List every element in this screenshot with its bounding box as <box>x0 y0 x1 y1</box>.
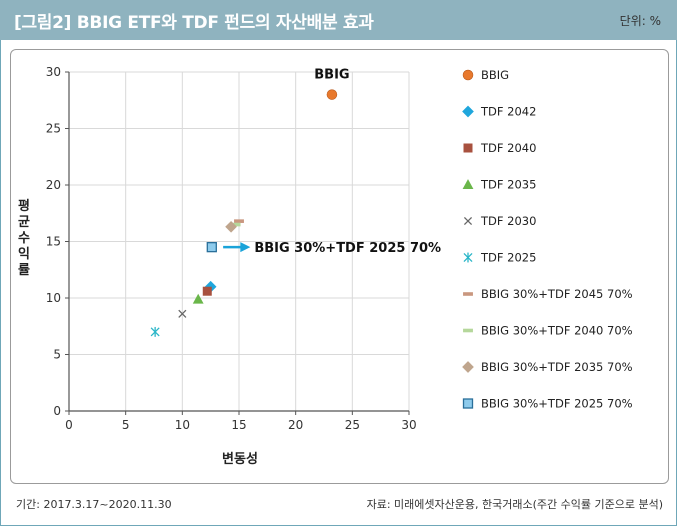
y-tick-label: 30 <box>46 65 61 79</box>
y-tick-label: 25 <box>46 122 61 136</box>
x-tick-label: 10 <box>175 418 190 432</box>
legend-item: BBIG 30%+TDF 2025 70% <box>462 397 633 411</box>
y-tick-label: 0 <box>53 404 61 418</box>
x-tick-label: 25 <box>345 418 360 432</box>
legend-item: BBIG 30%+TDF 2040 70% <box>463 324 633 338</box>
legend-label: BBIG 30%+TDF 2040 70% <box>481 324 633 338</box>
legend-item: BBIG <box>462 68 509 82</box>
legend-marker <box>462 69 474 81</box>
legend-marker <box>462 105 474 118</box>
legend-label: BBIG 30%+TDF 2025 70% <box>481 397 633 411</box>
legend-label: BBIG <box>481 68 509 82</box>
legend-item: BBIG 30%+TDF 2035 70% <box>462 360 633 374</box>
legend-marker <box>462 179 474 189</box>
legend-label: TDF 2042 <box>480 105 536 119</box>
x-tick-label: 20 <box>288 418 303 432</box>
x-axis-title: 변동성 <box>222 452 258 467</box>
x-tick-label: 5 <box>122 418 130 432</box>
figure-header: [그림2] BBIG ETF와 TDF 펀드의 자산배분 효과 단위: % <box>0 0 677 40</box>
annotation-arrow-head <box>240 242 251 253</box>
figure-title: [그림2] BBIG ETF와 TDF 펀드의 자산배분 효과 <box>14 13 374 33</box>
data-point <box>234 219 244 223</box>
legend-item: BBIG 30%+TDF 2045 70% <box>463 287 633 301</box>
y-tick-label: 15 <box>46 235 61 249</box>
source-note: 자료: 미래에셋자산운용, 한국거래소(주간 수익률 기준으로 분석) <box>366 498 663 511</box>
legend-item: TDF 2030 <box>463 214 536 228</box>
point-label: BBIG <box>314 68 349 83</box>
legend-marker <box>463 216 473 226</box>
legend-label: TDF 2025 <box>480 251 536 265</box>
legend-marker <box>462 398 474 409</box>
data-point <box>202 286 212 296</box>
legend-marker <box>463 252 473 263</box>
legend-marker <box>462 361 474 373</box>
unit-label: 단위: % <box>619 14 661 28</box>
legend-marker <box>463 292 473 296</box>
data-point <box>225 220 237 233</box>
x-tick-label: 30 <box>401 418 416 432</box>
legend-marker <box>463 143 473 153</box>
legend-label: TDF 2040 <box>480 141 536 155</box>
data-point <box>230 222 241 227</box>
x-stroke <box>178 309 187 318</box>
period-note: 기간: 2017.3.17~2020.11.30 <box>16 498 172 511</box>
marker-layer: BBIG <box>150 68 350 337</box>
y-tick-label: 5 <box>53 348 61 362</box>
legend-item: TDF 2025 <box>463 251 536 265</box>
data-point <box>326 89 338 100</box>
x-tick-label: 15 <box>231 418 246 432</box>
legend-label: BBIG 30%+TDF 2035 70% <box>481 360 633 374</box>
data-point <box>150 326 160 337</box>
data-point <box>192 293 204 304</box>
axis-layer: 0 5 10 15 20 25 30 0 5 10 15 20 25 30 변동성 평 균 수 익 률 <box>18 65 417 467</box>
x-tick-label: 0 <box>65 418 73 432</box>
legend-item: TDF 2035 <box>462 178 536 192</box>
legend-layer: BBIG TDF 2042 TDF 2040 TDF 2035 TDF 2030 TDF … <box>462 68 633 411</box>
data-point <box>178 309 187 318</box>
y-tick-label: 10 <box>46 291 61 305</box>
data-point <box>206 241 217 253</box>
legend-label: TDF 2030 <box>480 214 536 228</box>
legend-label: BBIG 30%+TDF 2045 70% <box>481 287 633 301</box>
annotation-layer: BBIG 30%+TDF 2025 70% <box>223 241 441 256</box>
grid-layer <box>69 71 410 411</box>
legend-marker <box>463 328 473 333</box>
legend-item: TDF 2042 <box>462 105 536 119</box>
legend-label: TDF 2035 <box>480 178 536 192</box>
annotation-label: BBIG 30%+TDF 2025 70% <box>254 241 441 256</box>
x-stroke <box>463 216 473 226</box>
legend-item: TDF 2040 <box>463 141 536 155</box>
y-tick-label: 20 <box>46 178 61 192</box>
